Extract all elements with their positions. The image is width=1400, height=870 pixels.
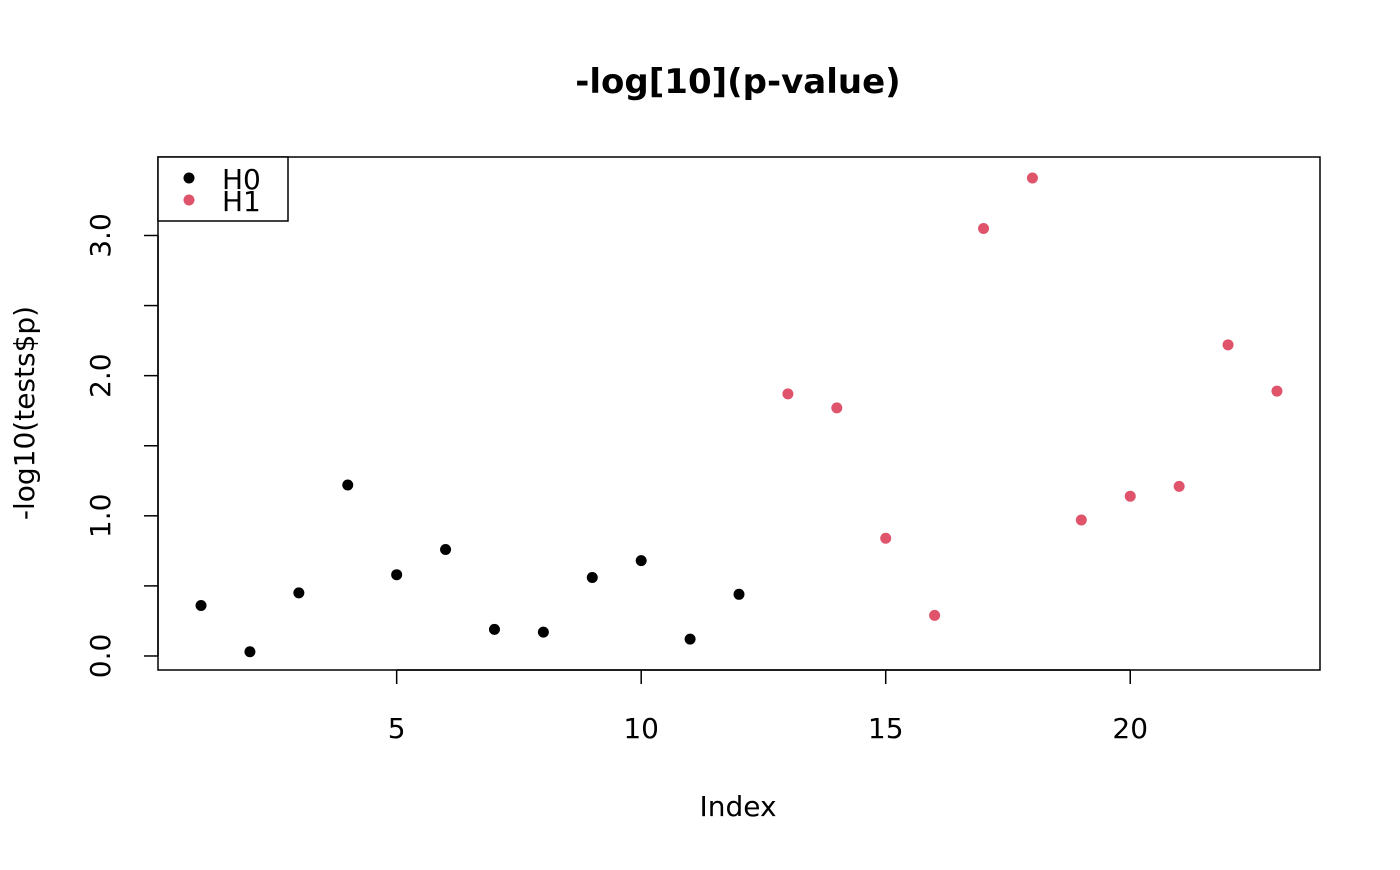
x-tick-label: 15	[868, 712, 904, 745]
data-point-h1	[1026, 172, 1038, 184]
y-axis: 0.0 1.0 2.0 3.0	[84, 213, 159, 679]
data-point-h1	[880, 532, 892, 544]
y-tick-label: 3.0	[84, 213, 117, 258]
data-point-h1	[1075, 514, 1087, 526]
data-point-h0	[195, 600, 207, 612]
y-axis-label: -log10(tests$p)	[8, 306, 41, 520]
x-tick-label: 20	[1112, 712, 1148, 745]
data-point-h0	[244, 646, 256, 658]
legend-label-h1: H1	[222, 185, 261, 218]
data-point-h0	[684, 633, 696, 645]
y-tick-label: 1.0	[84, 494, 117, 539]
y-tick-label: 2.0	[84, 353, 117, 398]
legend: H0 H1	[157, 156, 289, 222]
x-axis-label: Index	[699, 790, 776, 823]
chart-title: -log[10](p-value)	[575, 62, 900, 102]
x-tick-label: 10	[623, 712, 659, 745]
legend-marker-h0	[183, 172, 195, 184]
legend-marker-h1	[183, 194, 195, 206]
data-point-h1	[1222, 339, 1234, 351]
data-point-h0	[586, 571, 598, 583]
data-point-h1	[1271, 385, 1283, 397]
data-point-h1	[978, 222, 990, 234]
x-tick-label: 5	[388, 712, 406, 745]
data-point-h0	[488, 623, 500, 635]
data-point-h1	[782, 388, 794, 400]
data-point-h0	[635, 555, 647, 567]
data-point-h0	[391, 569, 403, 581]
y-tick-label: 0.0	[84, 634, 117, 679]
data-point-h0	[537, 626, 549, 638]
legend-box	[157, 156, 289, 222]
data-point-h1	[1124, 490, 1136, 502]
legend-label-h0: H0	[222, 163, 261, 196]
data-point-h1	[831, 402, 843, 414]
data-point-h0	[342, 479, 354, 491]
data-point-h0	[733, 588, 745, 600]
data-point-h1	[1173, 480, 1185, 492]
data-point-h0	[440, 543, 452, 555]
data-points	[195, 172, 1283, 658]
data-point-h0	[293, 587, 305, 599]
data-point-h1	[929, 609, 941, 621]
x-axis: 5 10 15 20	[388, 669, 1148, 745]
